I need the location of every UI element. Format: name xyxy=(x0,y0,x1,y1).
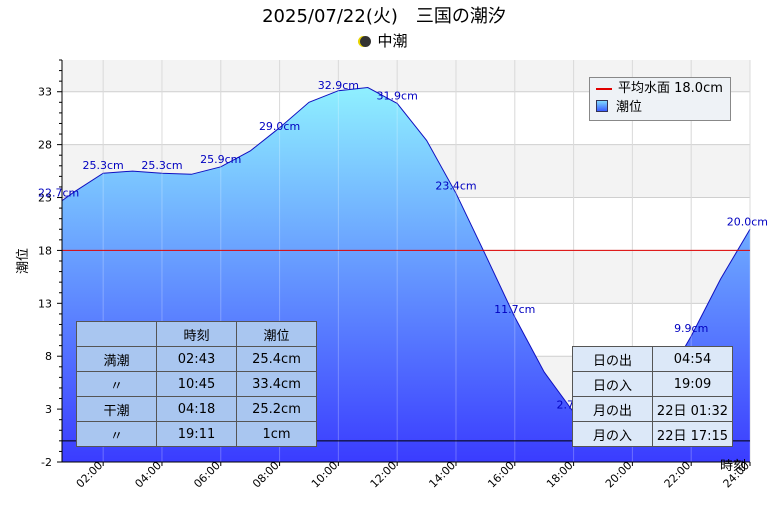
x-tick-label: 20:00 xyxy=(603,459,635,491)
table-header-cell xyxy=(76,321,157,347)
table-header-cell: 時刻 xyxy=(156,321,237,347)
event-time-cell: 22日 17:15 xyxy=(652,421,733,447)
mean-line-swatch xyxy=(596,87,612,90)
x-tick-label: 04:00 xyxy=(132,459,164,491)
legend-item-mean: 平均水面 18.0cm xyxy=(596,80,723,98)
table-row: 満潮 02:43 25.4cm xyxy=(76,346,317,372)
table-row: 〃 19:11 1cm xyxy=(76,421,317,447)
sun-moon-table: 日の出 04:54 日の入 19:09 月の出 22日 01:32 月の入 22… xyxy=(572,346,733,447)
x-tick-label: 14:00 xyxy=(426,459,458,491)
data-label: 25.9cm xyxy=(200,153,241,166)
tide-type-cell: 満潮 xyxy=(76,346,157,372)
data-label: 32.9cm xyxy=(318,79,359,92)
data-label: 25.3cm xyxy=(141,159,182,172)
tide-level-cell: 25.2cm xyxy=(236,396,317,422)
tide-level-cell: 25.4cm xyxy=(236,346,317,372)
legend-mean-label: 平均水面 18.0cm xyxy=(618,81,723,96)
table-header-cell: 潮位 xyxy=(236,321,317,347)
x-tick-label: 12:00 xyxy=(368,459,400,491)
table-row: 〃 10:45 33.4cm xyxy=(76,371,317,397)
x-tick-label: 18:00 xyxy=(544,459,576,491)
data-label: 29.0cm xyxy=(259,120,300,133)
table-row: 月の出 22日 01:32 xyxy=(572,396,733,422)
tide-level-cell: 1cm xyxy=(236,421,317,447)
tide-type-cell: 干潮 xyxy=(76,396,157,422)
y-tick-label: 23 xyxy=(38,192,52,205)
data-label: 31.9cm xyxy=(377,89,418,102)
x-tick-label: 10:00 xyxy=(309,459,341,491)
data-label: 23.4cm xyxy=(435,179,476,192)
table-row: 日の入 19:09 xyxy=(572,371,733,397)
x-tick-label: 16:00 xyxy=(485,459,517,491)
table-row: 干潮 04:18 25.2cm xyxy=(76,396,317,422)
tide-type-cell: 〃 xyxy=(76,371,157,397)
data-label: 20.0cm xyxy=(727,215,768,228)
y-tick-label: 8 xyxy=(45,350,52,363)
tide-time-cell: 19:11 xyxy=(156,421,237,447)
event-time-cell: 19:09 xyxy=(652,371,733,397)
x-tick-label: 02:00 xyxy=(74,459,106,491)
y-tick-label: 28 xyxy=(38,139,52,152)
table-header-row: 時刻 潮位 xyxy=(76,321,317,347)
tide-swatch xyxy=(596,100,608,112)
x-tick-label: 08:00 xyxy=(250,459,282,491)
y-tick-label: -2 xyxy=(41,456,52,469)
event-label-cell: 月の入 xyxy=(572,421,653,447)
event-label-cell: 日の出 xyxy=(572,346,653,372)
legend-tide-label: 潮位 xyxy=(616,100,643,115)
moon-icon xyxy=(360,36,372,47)
x-tick-label: 06:00 xyxy=(191,459,223,491)
data-label: 22.7cm xyxy=(38,187,79,200)
tide-time-cell: 10:45 xyxy=(156,371,237,397)
table-row: 日の出 04:54 xyxy=(572,346,733,372)
data-label: 9.9cm xyxy=(674,322,708,335)
y-tick-label: 3 xyxy=(45,403,52,416)
tide-time-cell: 02:43 xyxy=(156,346,237,372)
data-label: 25.3cm xyxy=(83,159,124,172)
y-axis-title: 潮位 xyxy=(16,248,31,274)
moon-phase-label: 中潮 xyxy=(377,32,408,50)
high-low-tide-table: 時刻 潮位 満潮 02:43 25.4cm 〃 10:45 33.4cm 干潮 … xyxy=(76,321,317,447)
legend: 平均水面 18.0cm 潮位 xyxy=(589,77,731,121)
event-label-cell: 月の出 xyxy=(572,396,653,422)
tide-time-cell: 04:18 xyxy=(156,396,237,422)
tide-level-cell: 33.4cm xyxy=(236,371,317,397)
event-time-cell: 22日 01:32 xyxy=(652,396,733,422)
chart-title: 2025/07/22(火) 三国の潮汐 xyxy=(262,6,506,27)
y-tick-label: 13 xyxy=(38,297,52,310)
moon-phase: 中潮 xyxy=(0,30,768,51)
tide-type-cell: 〃 xyxy=(76,421,157,447)
data-label: 11.7cm xyxy=(494,303,535,316)
y-tick-label: 33 xyxy=(38,86,52,99)
table-row: 月の入 22日 17:15 xyxy=(572,421,733,447)
event-time-cell: 04:54 xyxy=(652,346,733,372)
x-tick-label: 22:00 xyxy=(662,459,694,491)
event-label-cell: 日の入 xyxy=(572,371,653,397)
x-axis-title: 時刻 xyxy=(720,459,746,474)
y-tick-label: 18 xyxy=(38,244,52,257)
legend-item-tide: 潮位 xyxy=(596,99,642,117)
